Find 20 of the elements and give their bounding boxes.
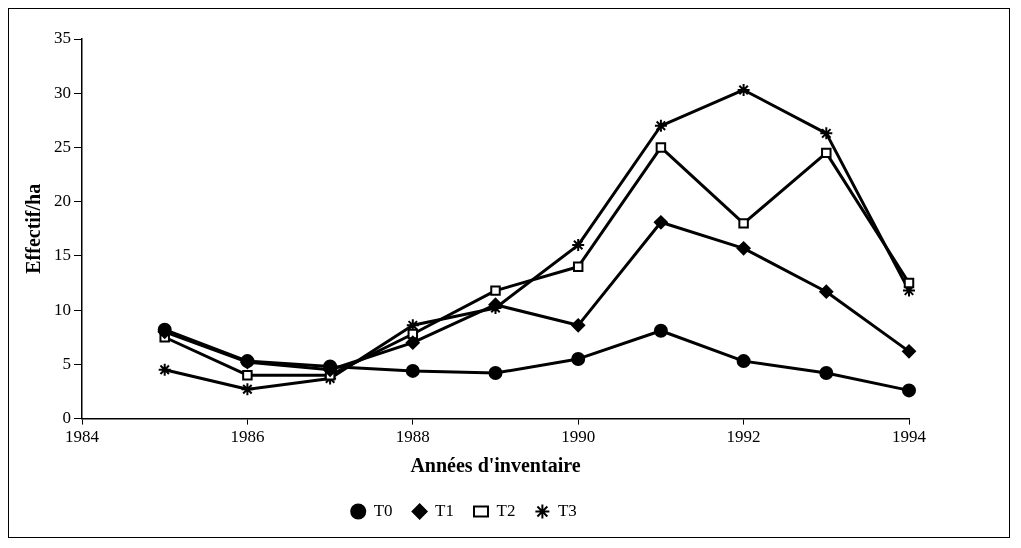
y-tick-label: 25 (54, 136, 71, 156)
y-tick-label: 5 (62, 353, 71, 373)
legend-label: T3 (557, 500, 577, 520)
legend-label: T2 (496, 500, 516, 520)
x-tick-label: 1994 (892, 427, 927, 447)
x-tick-label: 1986 (230, 427, 265, 447)
y-tick-label: 35 (54, 28, 71, 48)
x-axis-title: Années d'inventaire (410, 454, 581, 477)
x-tick-label: 1984 (65, 427, 100, 447)
y-axis-title: Effectif/ha (22, 183, 45, 274)
y-tick-label: 15 (54, 245, 71, 265)
legend-label: T1 (435, 500, 455, 520)
y-tick-label: 0 (62, 408, 71, 428)
x-tick-label: 1992 (726, 427, 761, 447)
x-tick-label: 1990 (561, 427, 596, 447)
y-tick-label: 20 (54, 191, 71, 211)
x-tick-label: 1988 (395, 427, 430, 447)
y-tick-label: 10 (54, 299, 71, 319)
legend-label: T0 (373, 500, 393, 520)
y-tick-label: 30 (54, 82, 71, 102)
